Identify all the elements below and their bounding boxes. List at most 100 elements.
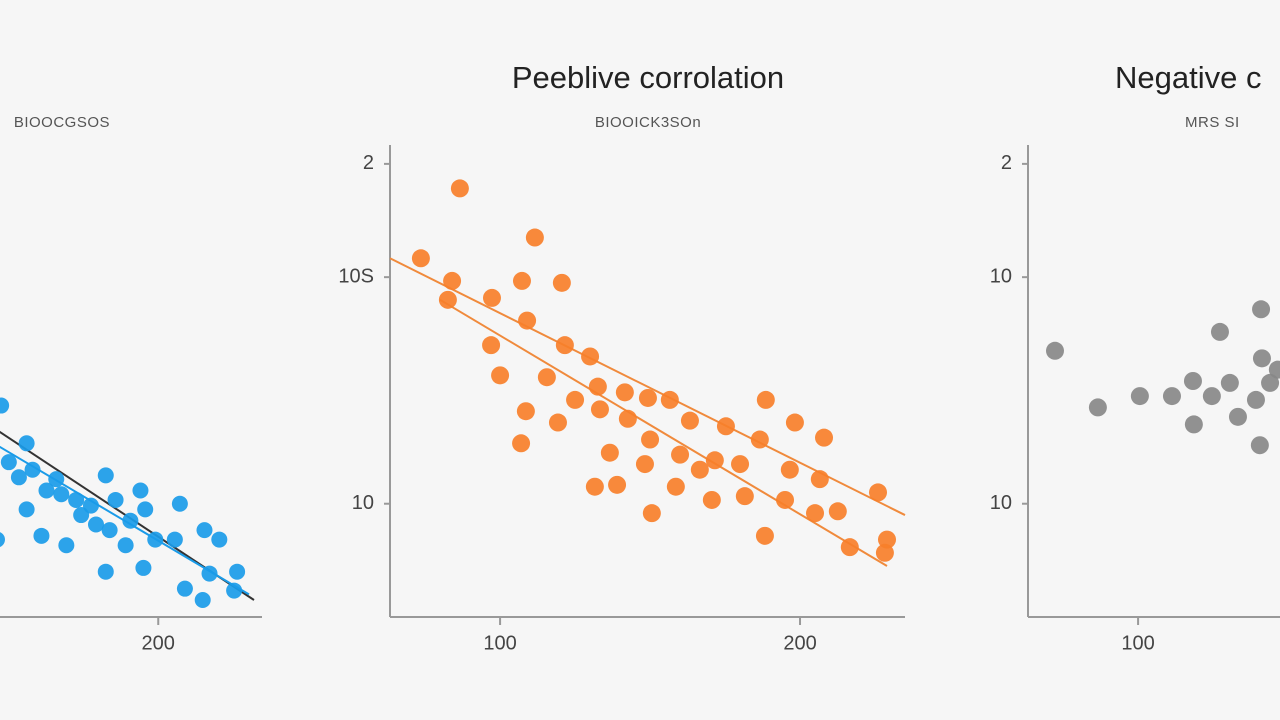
scatter-point: [660, 390, 679, 409]
chart-subtitle: BIOOICK3SOn: [595, 114, 701, 131]
scatter-point: [229, 563, 246, 580]
scatter-point: [840, 538, 859, 557]
scatter-point: [608, 475, 627, 494]
scatter-point: [716, 417, 735, 436]
scatter-point: [443, 271, 462, 290]
scatter-point: [690, 460, 709, 479]
y-tick-label: 2: [1001, 152, 1012, 174]
scatter-point: [618, 409, 637, 428]
scatter-point: [132, 482, 149, 499]
scatter-point: [450, 179, 469, 198]
scatter-point: [581, 347, 600, 366]
scatter-point: [666, 477, 685, 496]
y-tick-label: 10: [990, 265, 1012, 287]
scatter-point: [705, 451, 724, 470]
scatter-point: [641, 430, 660, 449]
scatter-point: [135, 559, 152, 576]
scatter-point: [735, 487, 754, 506]
scatter-point: [122, 512, 139, 529]
scatter-point: [73, 507, 90, 524]
x-tick-label: 100: [483, 632, 516, 654]
scatter-point: [18, 435, 35, 452]
scatter-point: [642, 504, 661, 523]
scatter-point: [171, 495, 188, 512]
scatter-point: [810, 470, 829, 489]
scatter-point: [702, 490, 721, 509]
scatter-point: [147, 531, 164, 548]
scatter-point: [776, 490, 795, 509]
scatter-point: [588, 377, 607, 396]
scatter-point: [101, 522, 118, 539]
scatter-point: [24, 461, 41, 478]
scatter-point: [1202, 387, 1221, 406]
scatter-point: [750, 430, 769, 449]
scatter-point: [731, 455, 750, 474]
scatter-point: [226, 582, 243, 599]
scatter-point: [1184, 415, 1203, 434]
scatter-point: [518, 311, 537, 330]
scatter-point: [97, 563, 114, 580]
scatter-point: [87, 516, 104, 533]
scatter-point: [482, 336, 501, 355]
scatter-point: [0, 397, 10, 414]
scatter-point: [635, 455, 654, 474]
scatter-point: [33, 527, 50, 544]
y-tick-label: 10: [990, 492, 1012, 514]
scatter-point: [53, 486, 70, 503]
scatter-point: [1183, 372, 1202, 390]
scatter-point: [1162, 387, 1181, 406]
scatter-point: [555, 336, 574, 355]
scatter-point: [58, 537, 75, 554]
chart-subtitle: MRS SI: [1185, 114, 1240, 131]
scatter-point: [552, 273, 571, 292]
scatter-point: [211, 531, 228, 548]
scatter-point: [1210, 322, 1229, 341]
x-tick-label: 100: [1121, 632, 1154, 654]
scatter-point: [828, 502, 847, 521]
scatter-point: [194, 592, 211, 609]
scatter-point: [1252, 300, 1271, 319]
scatter-point: [196, 522, 213, 539]
scatter-point: [201, 565, 218, 582]
scatter-point: [1228, 407, 1247, 426]
scatter-point: [0, 532, 5, 547]
scatter-point: [1250, 436, 1269, 455]
scatter-point: [411, 249, 430, 268]
scatter-point: [566, 390, 585, 409]
scatter-point: [585, 477, 604, 496]
scatter-point: [10, 469, 27, 486]
scatter-point: [590, 400, 609, 419]
scatter-point: [525, 228, 544, 247]
scatter-point: [680, 411, 699, 430]
scatter-point: [166, 531, 183, 548]
scatter-point: [1220, 373, 1239, 392]
scatter-point: [600, 443, 619, 462]
scatter-point: [1268, 360, 1280, 379]
scatter-point: [512, 434, 531, 453]
chart-title: Negative c: [1115, 60, 1261, 95]
y-tick-label: 10: [352, 492, 374, 514]
scatter-point: [0, 454, 17, 471]
scatter-point: [537, 368, 556, 387]
scatter-point: [512, 271, 531, 290]
scatter-point: [107, 491, 124, 508]
scatter-point: [548, 413, 567, 432]
scatter-point: [756, 390, 775, 409]
scatter-point: [1252, 349, 1271, 368]
scatter-point: [806, 504, 825, 523]
scatter-point: [1246, 390, 1265, 409]
scatter-point: [516, 402, 535, 421]
chart-subtitle: BIOOCGSOS: [14, 114, 110, 131]
scatter-point: [137, 501, 154, 518]
scatter-point: [438, 290, 457, 309]
x-tick-label: 200: [783, 632, 816, 654]
scatter-point: [1045, 341, 1064, 360]
scatter-point: [176, 580, 193, 597]
scatter-point: [785, 413, 804, 432]
scatter-point: [1261, 373, 1280, 392]
scatter-point: [491, 366, 510, 385]
scatter-point: [638, 388, 657, 407]
scatter-point: [671, 445, 690, 464]
